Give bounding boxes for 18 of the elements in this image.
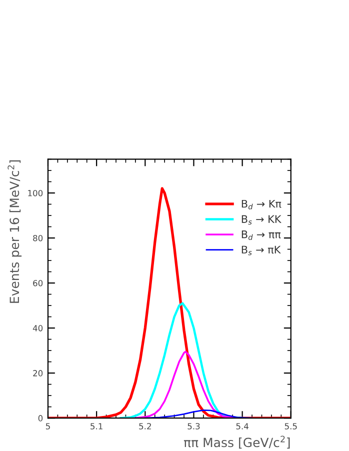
legend-label: B$_{s}$ → πK [242, 246, 281, 256]
legend-label: B$_{s}$ → KK [242, 215, 282, 225]
x-tick-label: 5.5 [284, 423, 297, 430]
y-tick-label: 60 [33, 280, 43, 286]
x-tick-label: 5 [46, 423, 50, 430]
y-tick-label: 100 [28, 190, 43, 196]
y-tick-label: 80 [33, 234, 43, 242]
legend-label: B$_{d}$ → Kπ [242, 200, 282, 210]
y-tick-label: 20 [33, 370, 43, 376]
y-axis-title: Events per 16 [MeV/c$^{2}$] [8, 160, 22, 303]
x-tick-label: 5.3 [188, 423, 200, 430]
x-tick-label: 5.1 [90, 423, 102, 430]
y-tick-label: 40 [32, 325, 43, 332]
legend-label: B$_{d}$ → ππ [242, 230, 281, 240]
x-tick-label: 5.2 [139, 423, 151, 430]
x-tick-label: 5.4 [236, 423, 248, 430]
x-axis-title: ππ Mass [GeV/c$^{2}$] [184, 436, 290, 449]
y-tick-label: 0 [38, 415, 43, 422]
